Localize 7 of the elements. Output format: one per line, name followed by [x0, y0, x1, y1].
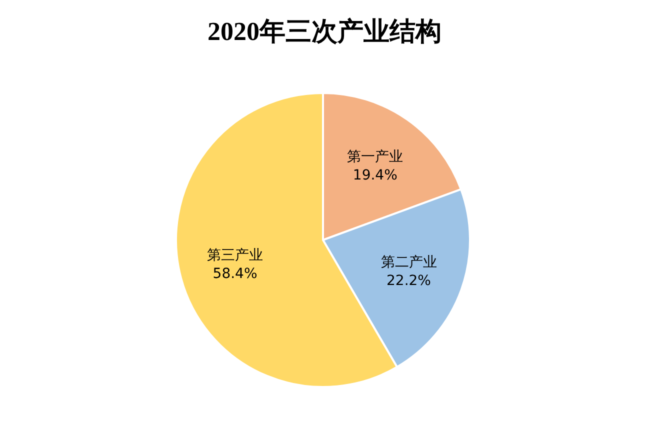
data-label: 58.4% — [212, 266, 258, 282]
data-label: 22.2% — [386, 272, 431, 289]
chart-title: 2020年三次产业结构 — [208, 17, 442, 46]
slice-label: 第一产业 — [347, 149, 404, 166]
slice-label: 第二产业 — [380, 254, 437, 271]
slice-label: 第三产业 — [207, 248, 264, 264]
data-label: 19.4% — [352, 167, 398, 184]
